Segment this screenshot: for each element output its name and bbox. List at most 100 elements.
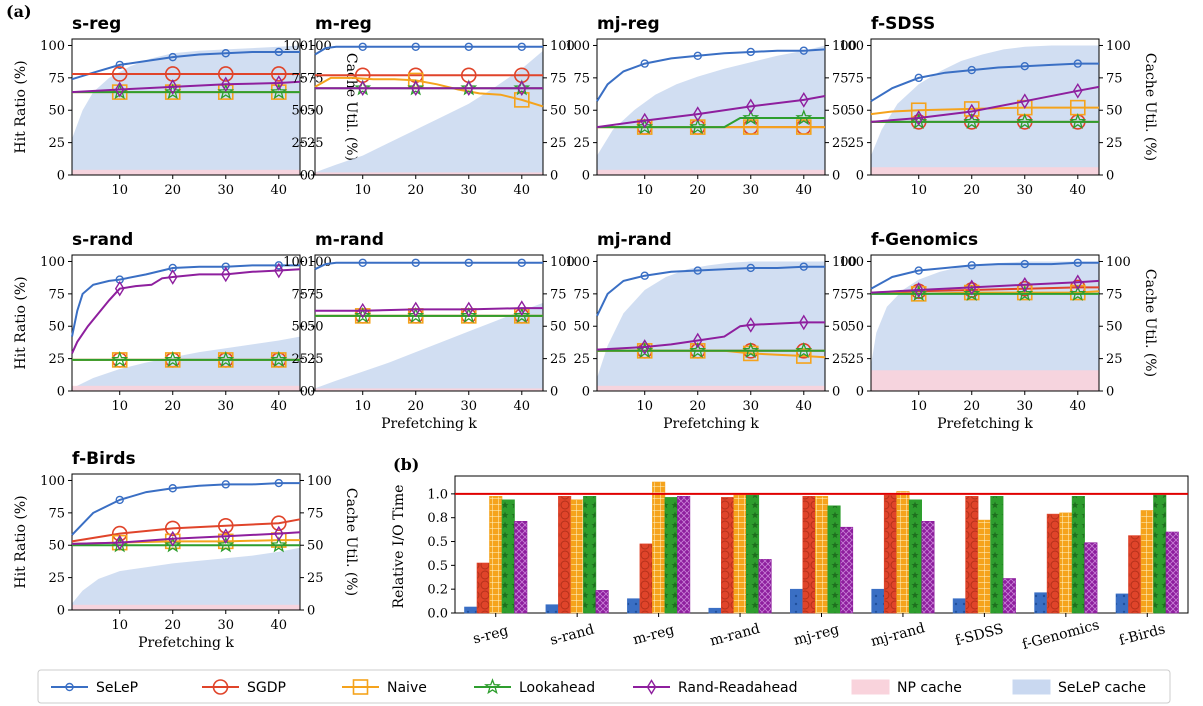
- y-tick-label: 75: [48, 506, 65, 521]
- y2-tick-label: 0: [307, 604, 315, 619]
- marker-lookahead: [963, 113, 981, 130]
- bar-lookahead: [664, 497, 678, 614]
- panel-f-birds: f-Birds 0 0 25 25 50 50 75 75 100 100 10 20 30 40 Hit R…: [13, 449, 359, 651]
- marker-lookahead: [164, 351, 182, 368]
- marker-naive: [795, 348, 812, 364]
- np-cache-area: [315, 388, 543, 391]
- y-tick-label: 0: [582, 169, 590, 184]
- x-tick-label: 30: [460, 183, 477, 198]
- y2-tick-label: 75: [1106, 71, 1123, 86]
- y-tick-label: 100: [839, 39, 864, 54]
- marker-selep: [168, 52, 177, 62]
- y2-tick-label: 100: [550, 39, 575, 54]
- y-tick-label: 75: [291, 71, 308, 86]
- x-axis-label: Prefetching k: [138, 635, 234, 651]
- y-tick-label: 25: [48, 352, 65, 367]
- bar-selep: [1115, 593, 1129, 614]
- selep-cache-area: [597, 45, 825, 175]
- x-tick-label: 40: [271, 183, 288, 198]
- y-tick-label: 50: [291, 320, 308, 335]
- x-tick-label: 20: [963, 399, 980, 414]
- y-tick-label: 0: [57, 385, 65, 400]
- bar-selep: [1034, 592, 1048, 614]
- bar-x-tick-label: f-SDSS: [954, 621, 1006, 649]
- panel-title: s-reg: [72, 14, 121, 34]
- y-tick-label: 25: [573, 136, 590, 151]
- panel-title: f-Genomics: [871, 230, 978, 250]
- y2-tick-label: 75: [550, 71, 567, 86]
- x-tick-label: 10: [111, 399, 128, 414]
- x-tick-label: 20: [164, 618, 181, 633]
- y2-tick-label: 0: [307, 385, 315, 400]
- legend-item-naive: Naive: [342, 679, 427, 696]
- x-tick-label: 20: [963, 183, 980, 198]
- line-sgdp: [71, 518, 301, 543]
- marker-sgdp: [217, 518, 234, 534]
- marker-lookahead: [795, 341, 813, 359]
- y-tick-label: 50: [48, 539, 65, 554]
- x-tick-label: 40: [1070, 183, 1087, 198]
- marker-lookahead: [164, 83, 182, 100]
- plot-frame: [314, 38, 544, 176]
- y2-tick-label: 100: [307, 474, 332, 489]
- marker-lookahead: [636, 118, 654, 135]
- legend-label: SeLeP: [96, 680, 138, 696]
- legend-label: NP cache: [897, 680, 962, 696]
- bar-naive: [1059, 512, 1073, 614]
- marker-selep: [411, 42, 420, 51]
- y2-tick-label: 75: [550, 287, 567, 302]
- y-tick-label: 75: [573, 287, 590, 302]
- bar-sgdp: [639, 543, 653, 614]
- bar-x-tick-label: m-rand: [708, 621, 761, 650]
- marker-lookahead: [742, 341, 760, 359]
- marker-selep: [746, 263, 755, 273]
- line-selep: [870, 62, 1099, 103]
- marker-lookahead: [164, 536, 182, 553]
- bar-y-tick-label: 0.5: [427, 559, 448, 574]
- marker-rand-readahead: [798, 314, 809, 331]
- legend-item-rand-readahead: Rand-Readahead: [633, 679, 798, 696]
- line-naive: [314, 76, 544, 108]
- x-tick-label: 20: [689, 183, 706, 198]
- marker-rand-readahead: [273, 262, 284, 279]
- x-tick-label: 40: [796, 183, 813, 198]
- marker-rand-readahead: [1019, 93, 1030, 110]
- bar-chart-relative-io-time: 0.0 0.2 0.5 0.5 0.8 1.0 s-reg s-rand m-reg m-rand…: [391, 475, 1189, 653]
- y2-tick-label: 75: [832, 287, 849, 302]
- marker-selep: [274, 47, 283, 57]
- x-tick-label: 10: [111, 618, 128, 633]
- bar-selep: [952, 598, 966, 614]
- marker-lookahead: [689, 341, 707, 359]
- bar-lookahead: [990, 495, 1004, 614]
- marker-selep: [799, 262, 808, 271]
- legend-label: Lookahead: [519, 680, 595, 696]
- y2-tick-label: 25: [550, 136, 567, 151]
- marker-rand-readahead: [1072, 82, 1083, 99]
- marker-rand-readahead: [220, 266, 231, 283]
- x-tick-label: 10: [636, 183, 653, 198]
- np-cache-area: [597, 169, 825, 175]
- y-axis-label: Hit Ratio (%): [13, 60, 29, 153]
- bar-rand-readahead: [839, 526, 854, 614]
- marker-selep: [1020, 61, 1029, 71]
- legend-item-np-cache: NP cache: [851, 679, 962, 696]
- line-naive: [870, 106, 1099, 116]
- line-selep: [870, 261, 1099, 290]
- panel-mj-reg: mj-reg 0 0 25 25 50 50 75 75 100 100 10 20 30 40: [565, 14, 857, 198]
- bar-sgdp: [1128, 535, 1142, 614]
- y-tick-label: 75: [48, 71, 65, 86]
- marker-lookahead: [742, 109, 760, 126]
- y2-axis-label: Cache Util. (%): [1142, 269, 1158, 377]
- x-tick-label: 30: [1016, 183, 1033, 198]
- marker-selep: [274, 478, 283, 488]
- y2-tick-label: 50: [550, 320, 567, 335]
- line-sgdp: [870, 286, 1099, 294]
- y-tick-label: 0: [57, 604, 65, 619]
- marker-lookahead: [354, 307, 372, 324]
- marker-selep: [640, 59, 649, 68]
- selep-cache-area: [315, 302, 543, 391]
- line-selep: [71, 264, 300, 337]
